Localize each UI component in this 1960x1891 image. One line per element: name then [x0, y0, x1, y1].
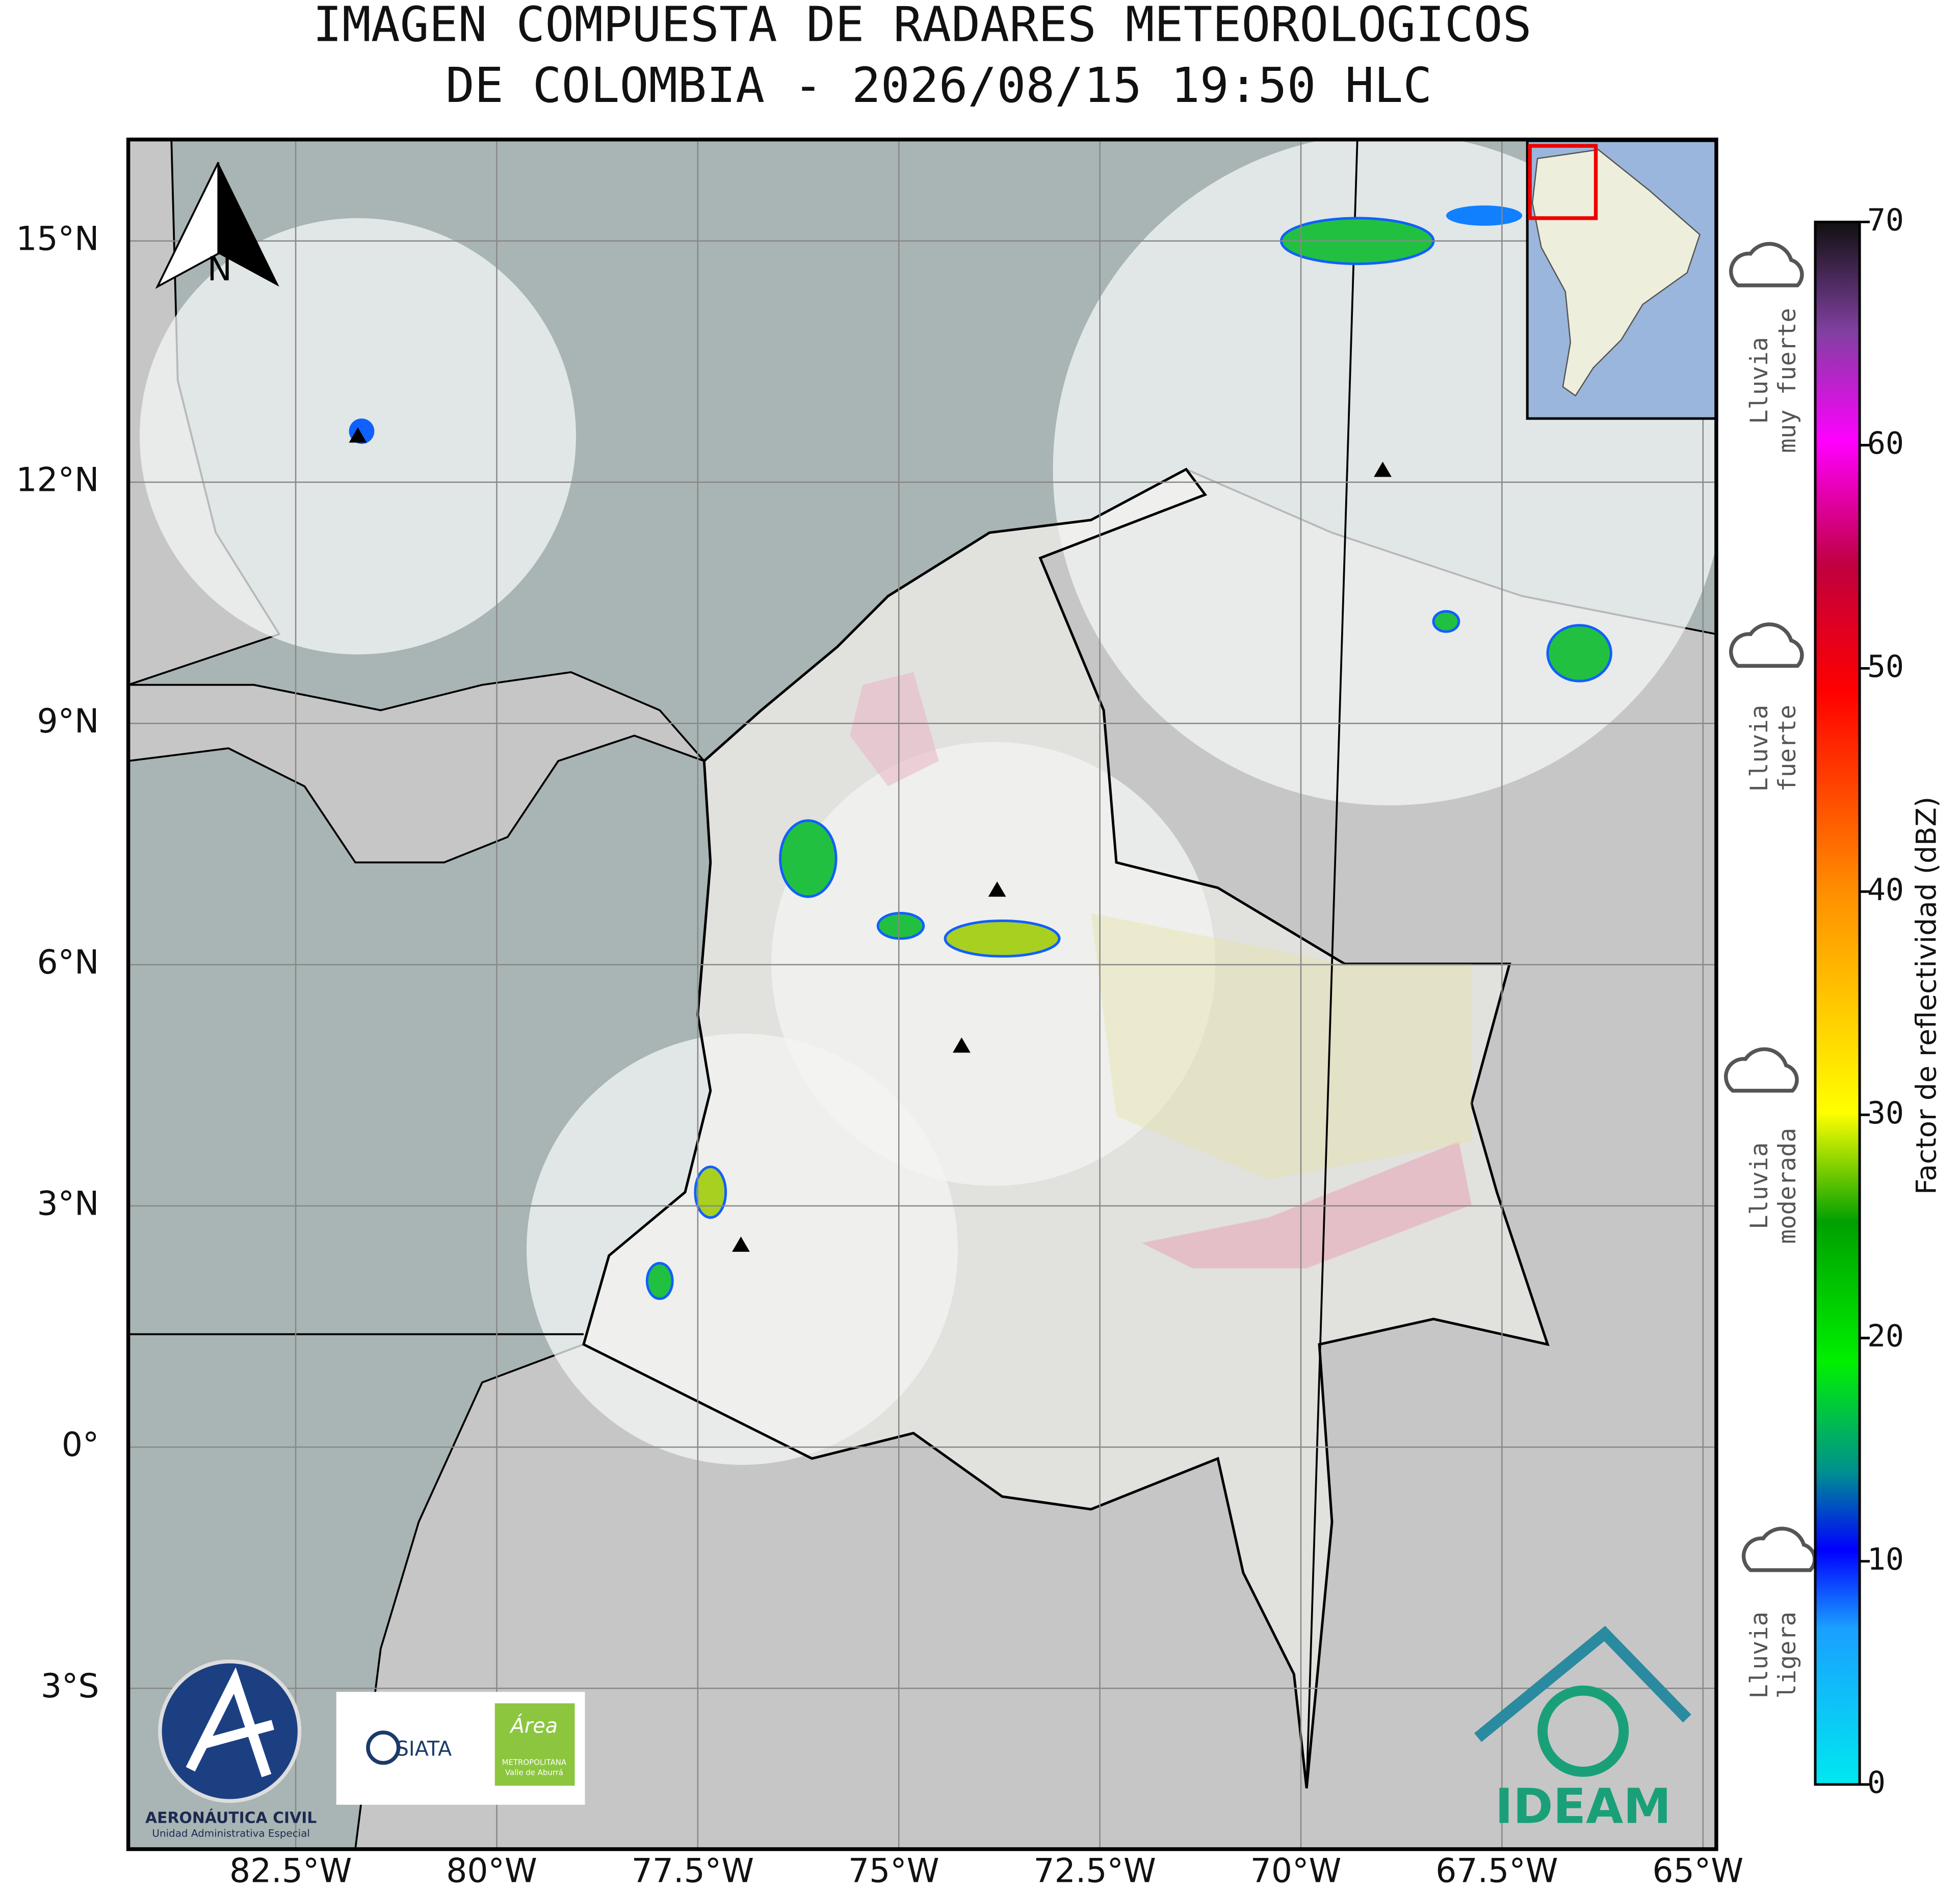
echo	[645, 1262, 674, 1300]
lat-tick-label: 6°N	[37, 943, 99, 982]
rain-level-label: Lluvia	[1745, 705, 1773, 792]
cloud-icon	[1724, 1047, 1799, 1093]
graticule	[128, 139, 1716, 1849]
cloud-icon	[1729, 242, 1804, 287]
lon-tick-label: 75°W	[848, 1852, 939, 1890]
logo-text: AERONÁUTICA CIVIL	[145, 1809, 317, 1827]
south-america	[1531, 149, 1701, 397]
lon-tick-label: 65°W	[1653, 1852, 1744, 1890]
map-frame	[126, 137, 1718, 1851]
radar-site	[732, 1237, 750, 1252]
lon-tick-label: 80°W	[446, 1852, 537, 1890]
logo-text: IDEAM	[1495, 1779, 1671, 1835]
rain-icons	[1724, 242, 1817, 1572]
lon-tick-label: 82.5°W	[229, 1852, 352, 1890]
radar-site	[988, 881, 1006, 897]
radar-sites	[349, 427, 1392, 1252]
colorbar-tick-label: 60	[1867, 426, 1904, 461]
echo	[1432, 610, 1460, 633]
radar-site	[349, 427, 367, 443]
colorbar-label: Factor de reflectividad (dBZ)	[1910, 797, 1943, 1195]
cloud-icon	[1729, 622, 1804, 668]
radar-site	[1374, 461, 1392, 477]
lon-tick-label: 72.5°W	[1034, 1852, 1156, 1890]
region-tint	[1091, 913, 1472, 1180]
echo	[1446, 205, 1523, 226]
lat-tick-label: 3°S	[41, 1667, 99, 1705]
echo	[694, 1165, 727, 1219]
colorbar-tick-label: 20	[1867, 1319, 1904, 1354]
lon-tick-label: 70°W	[1250, 1852, 1342, 1890]
colorbar-tick-label: 70	[1867, 203, 1904, 238]
logo-text: SIATA	[396, 1737, 452, 1761]
region-tint	[850, 672, 939, 786]
lat-tick-label: 9°N	[37, 702, 99, 741]
siata-sun	[366, 1730, 401, 1765]
colorbar	[1814, 220, 1861, 1786]
inset-extent	[1528, 144, 1598, 220]
ideam-roof	[1474, 1625, 1691, 1742]
logo-text: Valle de Aburrá	[505, 1768, 563, 1777]
lat-tick-label: 12°N	[16, 461, 99, 500]
echo	[876, 912, 925, 940]
rain-level-label: fuerte	[1773, 705, 1801, 792]
north-label: N	[207, 250, 232, 288]
lon-tick-label: 67.5°W	[1435, 1852, 1558, 1890]
colombia	[582, 467, 1550, 1789]
lat-tick-label: 0°	[62, 1426, 99, 1464]
colorbar-tick-label: 50	[1867, 649, 1904, 685]
rain-level-label: Lluvia	[1745, 337, 1773, 424]
radar-site	[953, 1037, 971, 1053]
logos: AERONÁUTICA CIVIL Unidad Administrativa …	[145, 1625, 1691, 1840]
rain-level-label: Lluvia	[1745, 1612, 1773, 1699]
colorbar-ticks: 0 10 20 30 40 50 60 70	[1860, 203, 1904, 1801]
area-logo	[494, 1703, 575, 1786]
rain-level-label: muy fuerte	[1773, 308, 1801, 453]
logo-text: Unidad Administrativa Especial	[152, 1828, 309, 1840]
echo	[944, 919, 1061, 958]
boundary	[1305, 139, 1358, 1789]
echo	[779, 819, 838, 898]
lon-tick-label: 77.5°W	[632, 1852, 754, 1890]
axis-labels: 82.5°W 80°W 77.5°W 75°W 72.5°W 70°W 67.5°W 65°W…	[16, 220, 1743, 1890]
lat-tick-label: 3°N	[37, 1185, 99, 1223]
ideam-swirl	[1537, 1685, 1629, 1777]
inset-map	[1526, 139, 1716, 420]
title-line: IMAGEN COMPUESTA DE RADARES METEOROLOGIC…	[313, 0, 1532, 53]
colorbar-tick-label: 40	[1867, 873, 1904, 908]
colorbar-tick-label: 30	[1867, 1096, 1904, 1131]
logo-text: Área	[509, 1714, 558, 1738]
lat-tick-label: 15°N	[16, 220, 99, 258]
colorbar-tick-label: 0	[1867, 1766, 1886, 1801]
rain-level-label: ligera	[1773, 1612, 1801, 1699]
region-tint	[1141, 1141, 1472, 1269]
colorbar-tick-label: 10	[1867, 1542, 1904, 1578]
rain-level-label: Lluvia	[1745, 1142, 1773, 1229]
aerocivil-glyph	[186, 1667, 274, 1777]
cloud-icon	[1741, 1527, 1817, 1572]
logo-text: METROPOLITANA	[502, 1758, 567, 1767]
echo	[1546, 624, 1612, 682]
map: N AERONÁUTICA CIVIL Unidad Administrativ…	[128, 139, 1716, 1849]
title-line: DE COLOMBIA - 2026/08/15 19:50 HLC	[446, 58, 1432, 114]
rain-level-label: moderada	[1773, 1128, 1801, 1244]
